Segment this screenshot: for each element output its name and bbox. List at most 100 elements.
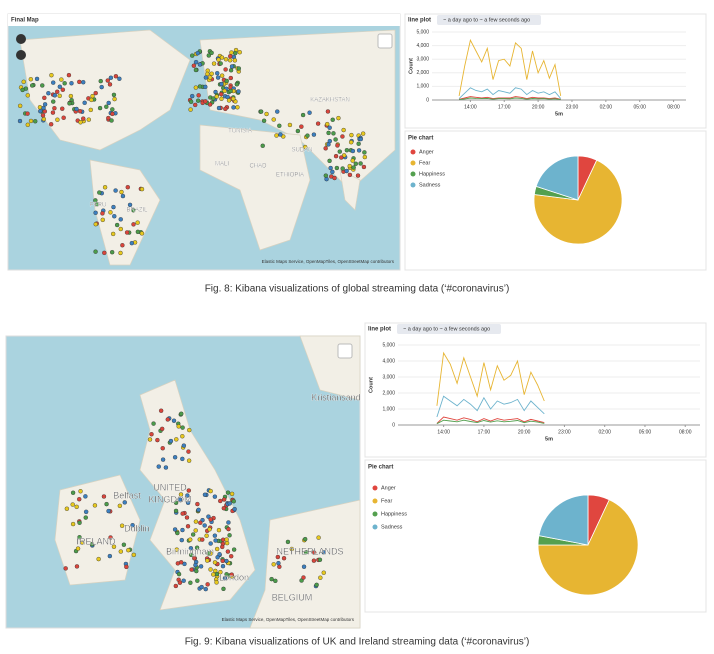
map-point bbox=[186, 458, 192, 463]
map-point bbox=[337, 149, 342, 154]
map-label: IRELAND bbox=[76, 536, 116, 546]
zoom-button[interactable] bbox=[16, 50, 26, 60]
layer-button[interactable] bbox=[377, 33, 393, 49]
pie-slice bbox=[538, 494, 589, 546]
map-point bbox=[271, 562, 276, 567]
map-point bbox=[347, 163, 352, 169]
map-point bbox=[188, 546, 194, 551]
map-point bbox=[74, 504, 79, 510]
line-series bbox=[436, 351, 545, 406]
map-point bbox=[37, 105, 43, 110]
time-range: ~ a day ago to ~ a few seconds ago bbox=[443, 17, 530, 23]
map-point bbox=[301, 564, 307, 569]
map-point bbox=[188, 107, 193, 112]
map-point bbox=[131, 552, 137, 558]
map-point bbox=[193, 519, 199, 524]
map-point bbox=[215, 555, 220, 560]
map-point bbox=[274, 133, 279, 138]
map-point bbox=[186, 449, 191, 454]
map-point bbox=[224, 537, 229, 542]
map-point bbox=[185, 493, 190, 498]
panel-title: Pie chart bbox=[368, 465, 393, 471]
map-point bbox=[225, 490, 231, 495]
time-range-chip[interactable] bbox=[397, 324, 501, 334]
map-point bbox=[195, 501, 200, 507]
map-point bbox=[204, 533, 209, 538]
map-point bbox=[212, 494, 218, 499]
time-range-chip[interactable] bbox=[437, 15, 541, 25]
map-point bbox=[289, 546, 295, 552]
map-point bbox=[110, 107, 115, 112]
map-point bbox=[52, 106, 57, 111]
map-point bbox=[189, 567, 194, 572]
layer-button[interactable] bbox=[337, 343, 353, 359]
map-point bbox=[106, 115, 111, 121]
map-point bbox=[361, 164, 367, 170]
map-point bbox=[299, 124, 304, 129]
map-point bbox=[218, 569, 223, 575]
map-point bbox=[223, 57, 229, 62]
zoom-button[interactable] bbox=[16, 34, 26, 44]
map-point bbox=[156, 464, 161, 469]
map-point bbox=[59, 77, 64, 82]
map-point bbox=[33, 119, 38, 124]
map-point bbox=[179, 537, 184, 543]
map-label: Belfast bbox=[113, 490, 141, 500]
map-point bbox=[180, 425, 185, 430]
map-point bbox=[350, 158, 355, 163]
map-point bbox=[180, 527, 185, 533]
map-point bbox=[356, 148, 362, 153]
map-point bbox=[212, 533, 218, 538]
map-point bbox=[228, 75, 233, 81]
map-point bbox=[89, 542, 95, 547]
map-point bbox=[221, 497, 227, 502]
map-label: KINGDOM bbox=[148, 494, 191, 504]
map-point bbox=[179, 411, 184, 416]
map-point bbox=[220, 558, 225, 564]
y-tick-label: 2,000 bbox=[416, 70, 429, 76]
map-point bbox=[42, 102, 48, 107]
map-point bbox=[93, 221, 98, 227]
map-point bbox=[215, 71, 220, 76]
map-point bbox=[93, 198, 98, 203]
map-point bbox=[231, 499, 236, 504]
map-point bbox=[356, 141, 361, 146]
map-point bbox=[212, 560, 218, 565]
panel-title: Pie chart bbox=[408, 136, 433, 142]
map-attribution: Elastic Maps Service, OpenMapTiles, Open… bbox=[262, 259, 395, 264]
map-point bbox=[188, 580, 193, 585]
map-point bbox=[321, 570, 326, 575]
map-point bbox=[105, 78, 110, 83]
map-point bbox=[333, 153, 339, 159]
x-axis-label: 5m bbox=[555, 111, 563, 117]
map-point bbox=[158, 408, 164, 413]
map-point bbox=[86, 117, 91, 122]
map-point bbox=[207, 102, 213, 107]
map-point bbox=[353, 161, 359, 166]
map-point bbox=[176, 571, 182, 577]
map-point bbox=[78, 489, 83, 494]
x-tick-label: 14:00 bbox=[437, 429, 450, 435]
panel-title: line plot bbox=[368, 327, 391, 333]
map-point bbox=[180, 456, 185, 462]
map-point bbox=[111, 544, 117, 549]
x-tick-label: 05:00 bbox=[633, 104, 646, 110]
map-point bbox=[220, 544, 225, 550]
map-point bbox=[108, 75, 114, 80]
legend-label: Anger bbox=[419, 149, 434, 155]
map-point bbox=[314, 582, 319, 588]
map-label: NETHERLANDS bbox=[276, 546, 343, 556]
map-point bbox=[41, 116, 47, 122]
map-point bbox=[93, 210, 98, 215]
x-tick-label: 20:00 bbox=[518, 429, 531, 435]
map-point bbox=[331, 131, 336, 136]
map-point bbox=[311, 550, 317, 555]
map-point bbox=[57, 93, 62, 99]
map-point bbox=[110, 231, 116, 237]
map-point bbox=[202, 523, 207, 528]
map-point bbox=[61, 115, 66, 120]
map-point bbox=[151, 421, 156, 426]
map-point bbox=[315, 121, 321, 126]
line-series bbox=[459, 97, 561, 101]
